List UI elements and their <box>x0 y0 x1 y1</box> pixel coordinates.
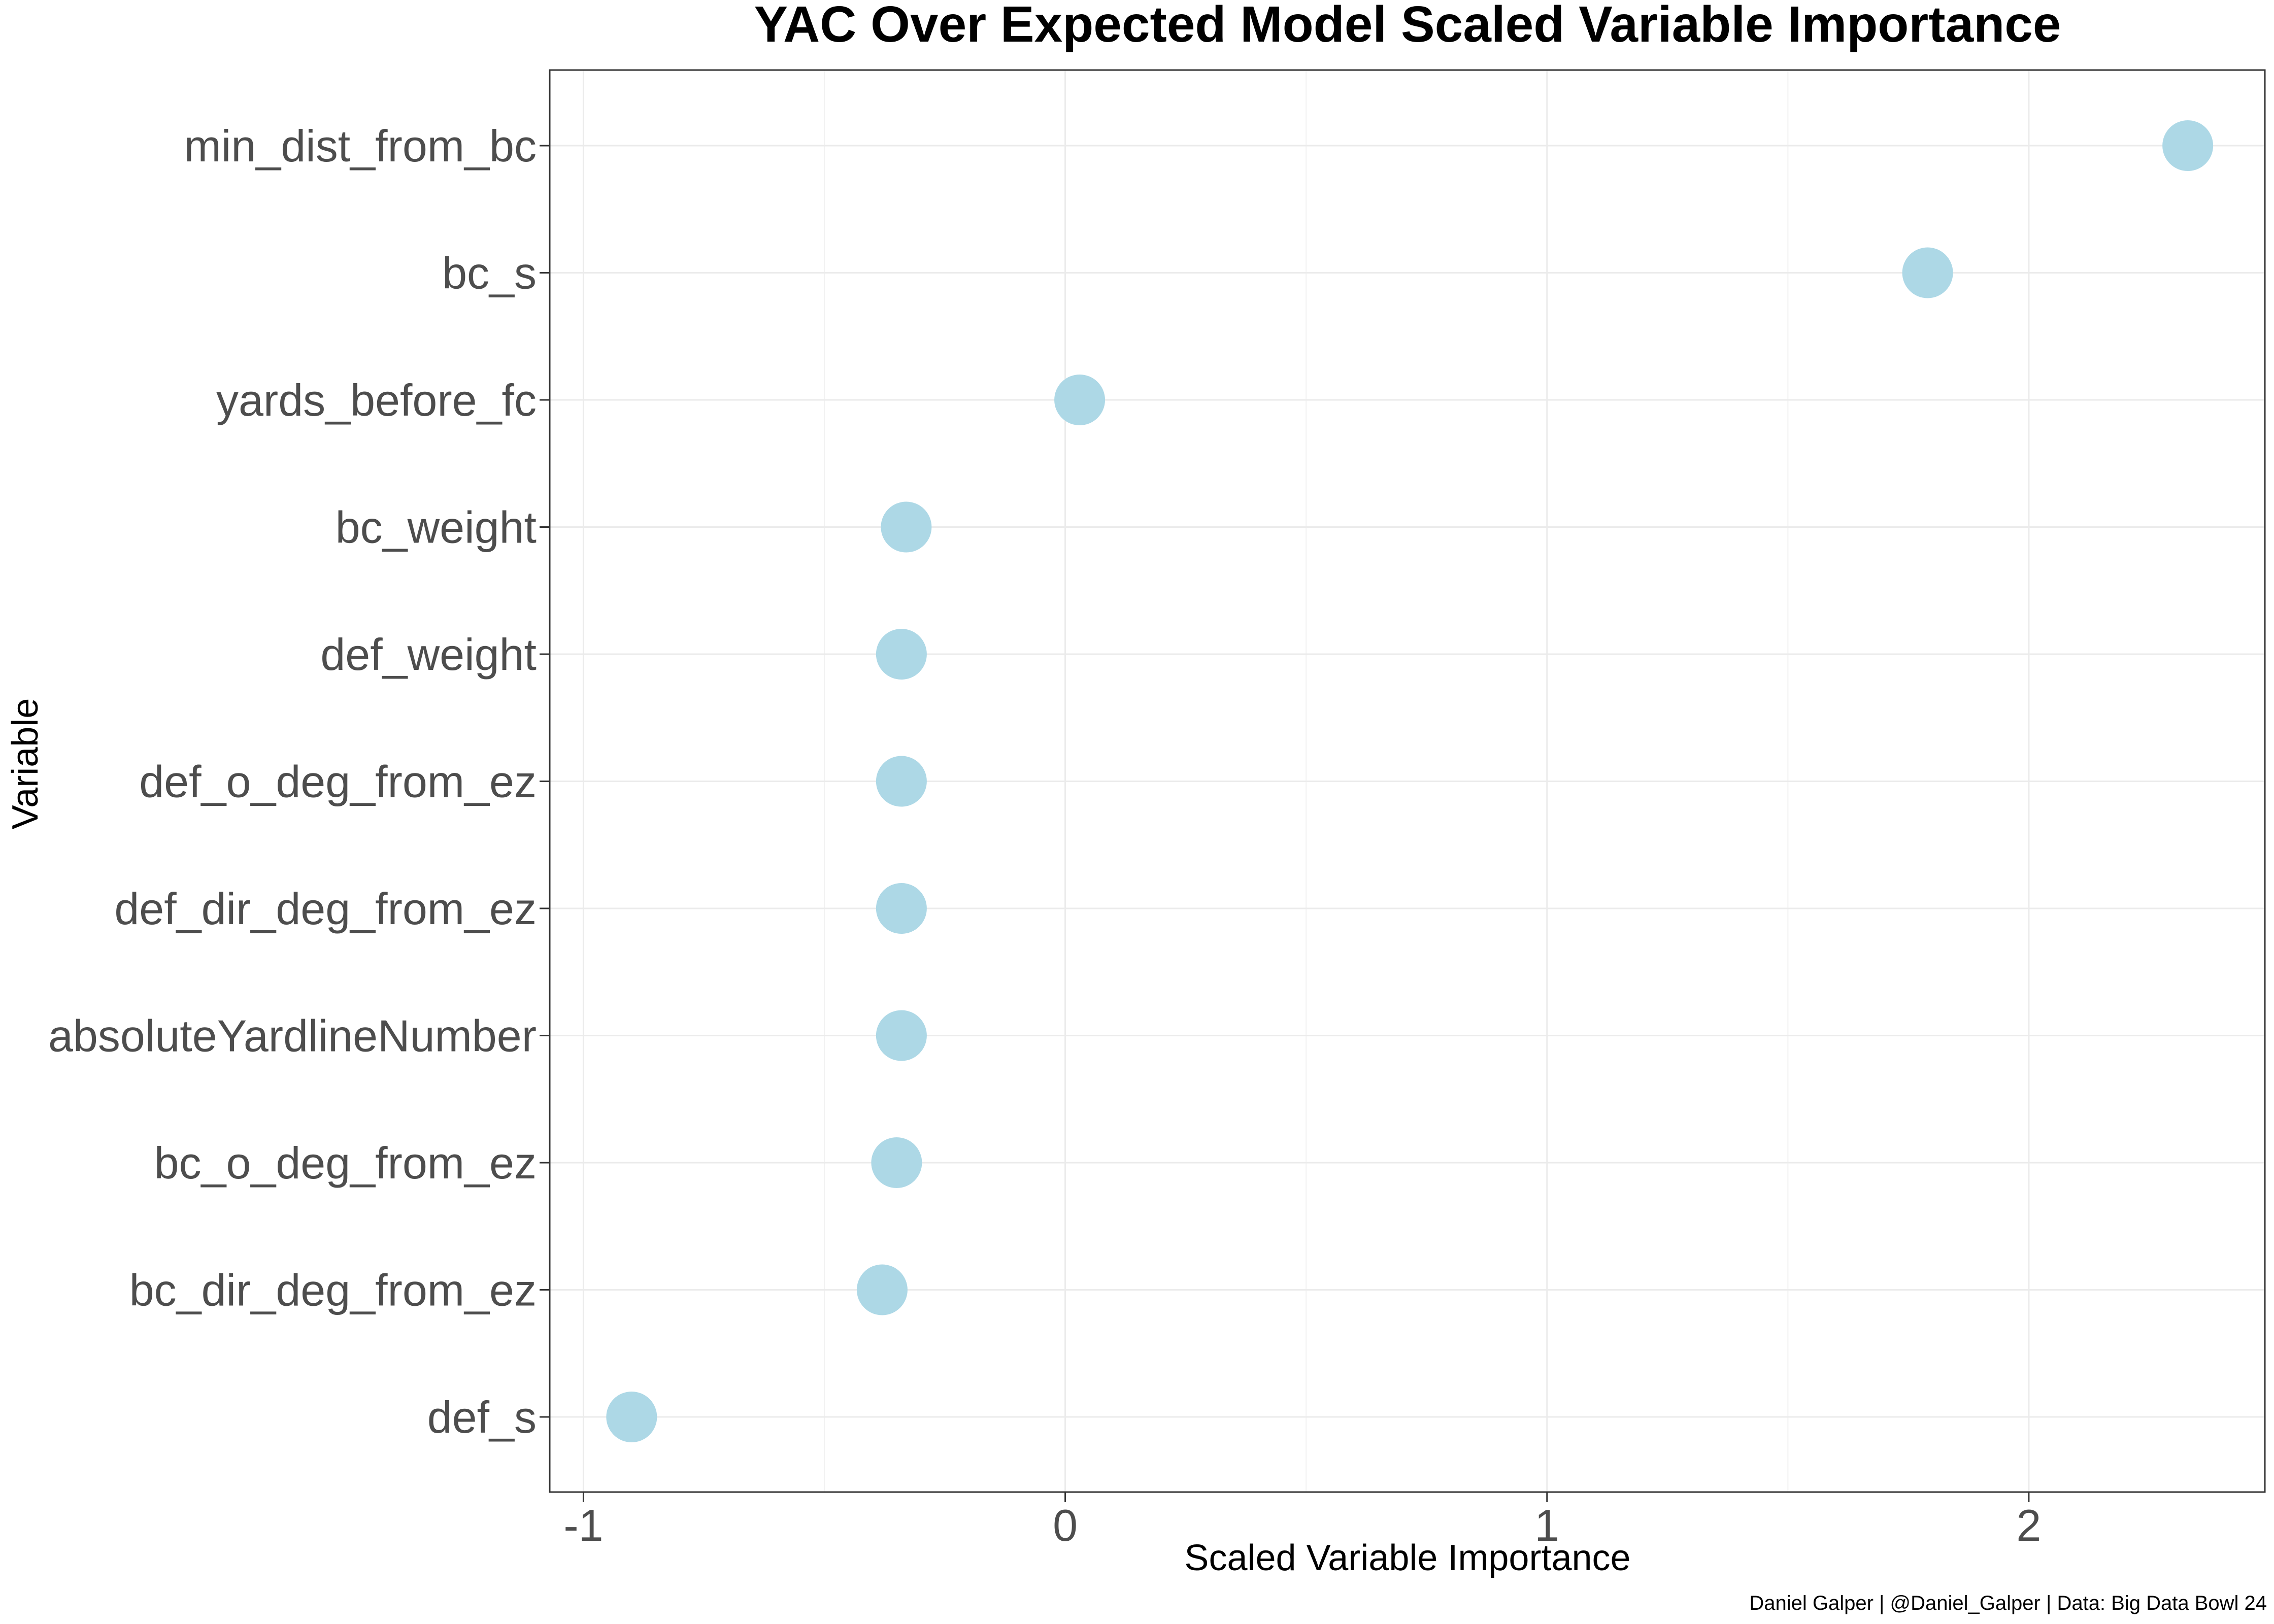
y-tick-label: bc_dir_deg_from_ez <box>129 1265 537 1315</box>
x-axis-title: Scaled Variable Importance <box>1184 1538 1630 1578</box>
y-tick-label: yards_before_fc <box>216 375 537 425</box>
y-tick-label: def_dir_deg_from_ez <box>114 884 537 934</box>
y-tick-label: min_dist_from_bc <box>184 121 537 171</box>
y-tick-label: def_s <box>427 1392 537 1442</box>
data-point <box>871 1137 922 1188</box>
chart-caption: Daniel Galper | @Daniel_Galper | Data: B… <box>1749 1592 2267 1614</box>
data-point <box>876 629 927 680</box>
data-point <box>876 883 927 934</box>
x-axis: -1 0 1 2 <box>563 1492 2041 1550</box>
data-points <box>606 120 2214 1442</box>
data-point <box>2162 120 2214 171</box>
y-tick-label: def_weight <box>320 629 537 680</box>
x-tick-label: -1 <box>563 1500 603 1550</box>
y-tick-label: bc_weight <box>336 502 537 553</box>
grid-lines <box>550 70 2265 1492</box>
y-tick-label: bc_o_deg_from_ez <box>154 1138 537 1188</box>
data-point <box>606 1392 657 1442</box>
y-tick-label: def_o_deg_from_ez <box>139 757 537 807</box>
chart-title: YAC Over Expected Model Scaled Variable … <box>754 0 2061 53</box>
data-point <box>1902 247 1953 298</box>
data-point <box>876 756 927 807</box>
data-point <box>856 1264 908 1315</box>
y-axis-title: Variable <box>5 698 46 830</box>
data-point <box>1054 375 1106 425</box>
data-point <box>876 1010 927 1061</box>
x-tick-label: 1 <box>1534 1500 1559 1550</box>
x-tick-label: 0 <box>1053 1500 1078 1550</box>
data-point <box>881 501 932 553</box>
x-tick-label: 2 <box>2016 1500 2041 1550</box>
y-axis: min_dist_from_bc bc_s yards_before_fc bc_we… <box>48 121 550 1442</box>
y-tick-label: bc_s <box>442 248 537 298</box>
y-tick-label: absoluteYardlineNumber <box>48 1011 537 1061</box>
